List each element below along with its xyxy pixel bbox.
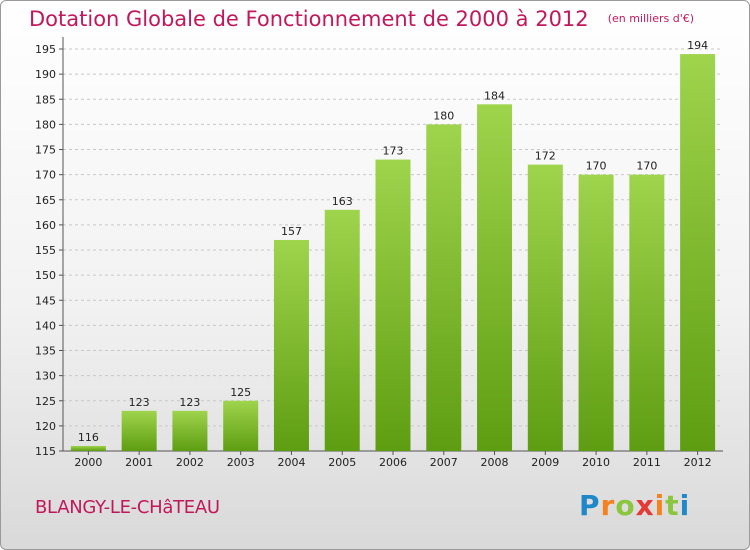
y-tick-label: 165 bbox=[35, 194, 56, 207]
bar bbox=[223, 400, 259, 451]
bar bbox=[680, 54, 716, 451]
data-label: 180 bbox=[433, 109, 454, 122]
data-label: 173 bbox=[383, 145, 404, 158]
data-label: 194 bbox=[687, 39, 708, 52]
x-tick-label: 2004 bbox=[277, 456, 305, 469]
x-tick-label: 2003 bbox=[227, 456, 255, 469]
bar bbox=[426, 124, 462, 451]
y-tick-label: 180 bbox=[35, 118, 56, 131]
x-tick-label: 2006 bbox=[379, 456, 407, 469]
bar bbox=[629, 174, 665, 451]
y-tick-label: 150 bbox=[35, 269, 56, 282]
commune-name: BLANGY-LE-CHâTEAU bbox=[35, 497, 220, 518]
chart-title: Dotation Globale de Fonctionnement de 20… bbox=[29, 7, 589, 31]
bar bbox=[121, 410, 157, 451]
bar bbox=[375, 159, 411, 451]
bar bbox=[477, 104, 513, 451]
y-tick-label: 160 bbox=[35, 219, 56, 232]
x-tick-label: 2012 bbox=[684, 456, 712, 469]
y-tick-label: 175 bbox=[35, 144, 56, 157]
y-tick-label: 155 bbox=[35, 244, 56, 257]
y-tick-label: 125 bbox=[35, 395, 56, 408]
x-tick-label: 2005 bbox=[328, 456, 356, 469]
x-tick-label: 2002 bbox=[176, 456, 204, 469]
y-tick-label: 135 bbox=[35, 345, 56, 358]
data-label: 123 bbox=[179, 396, 200, 409]
x-tick-label: 2009 bbox=[531, 456, 559, 469]
data-label: 172 bbox=[535, 150, 556, 163]
chart-subtitle: (en milliers d'€) bbox=[607, 12, 695, 25]
data-label: 116 bbox=[78, 431, 99, 444]
bar bbox=[527, 164, 563, 452]
x-tick-label: 2000 bbox=[74, 456, 102, 469]
bar bbox=[273, 239, 309, 451]
x-tick-label: 2010 bbox=[582, 456, 610, 469]
data-label: 170 bbox=[636, 160, 657, 173]
data-label: 184 bbox=[484, 89, 505, 102]
y-tick-label: 115 bbox=[35, 445, 56, 458]
x-tick-label: 2007 bbox=[430, 456, 458, 469]
x-tick-label: 2001 bbox=[125, 456, 153, 469]
data-label: 123 bbox=[129, 396, 150, 409]
data-label: 157 bbox=[281, 225, 302, 238]
y-tick-label: 130 bbox=[35, 370, 56, 383]
bar bbox=[324, 209, 360, 451]
bar bbox=[70, 445, 106, 451]
data-label: 163 bbox=[332, 195, 353, 208]
y-tick-label: 195 bbox=[35, 43, 56, 56]
x-tick-label: 2008 bbox=[481, 456, 509, 469]
data-label: 125 bbox=[230, 386, 251, 399]
data-label: 170 bbox=[586, 160, 607, 173]
y-tick-label: 145 bbox=[35, 294, 56, 307]
y-tick-label: 185 bbox=[35, 93, 56, 106]
y-tick-label: 120 bbox=[35, 420, 56, 433]
y-tick-label: 170 bbox=[35, 169, 56, 182]
x-tick-label: 2011 bbox=[633, 456, 661, 469]
bar bbox=[578, 174, 614, 451]
bar bbox=[172, 410, 208, 451]
title-row: Dotation Globale de Fonctionnement de 20… bbox=[29, 7, 694, 31]
y-tick-label: 140 bbox=[35, 319, 56, 332]
proxiti-logo[interactable]: Proxiti bbox=[579, 489, 691, 522]
y-tick-label: 190 bbox=[35, 68, 56, 81]
